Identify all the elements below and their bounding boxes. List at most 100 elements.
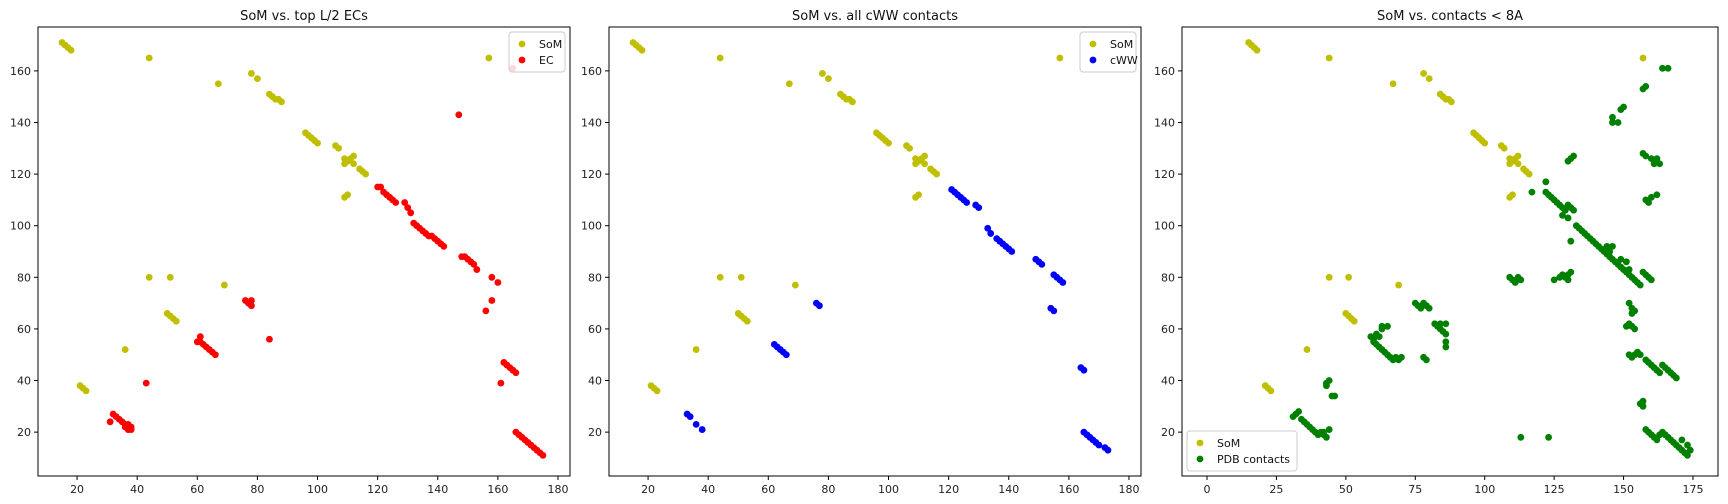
data-point xyxy=(196,333,204,341)
data-point xyxy=(350,152,357,160)
data-point xyxy=(1622,322,1630,330)
x-tick-label: 20 xyxy=(641,483,655,496)
data-point xyxy=(350,160,357,168)
x-tick-label: 120 xyxy=(367,483,388,496)
data-point xyxy=(248,70,255,77)
data-point xyxy=(791,281,799,289)
data-point xyxy=(1545,433,1552,441)
data-point xyxy=(1442,338,1450,346)
data-point xyxy=(214,80,222,88)
data-point xyxy=(172,317,180,325)
data-point xyxy=(404,204,412,212)
data-point xyxy=(1684,441,1691,449)
data-point xyxy=(1570,152,1577,160)
y-tick-label: 80 xyxy=(1161,271,1175,284)
data-point xyxy=(1564,276,1572,284)
data-point xyxy=(1267,387,1275,395)
data-point xyxy=(1080,366,1088,374)
data-point xyxy=(1378,322,1386,330)
data-point xyxy=(933,170,941,178)
legend-marker xyxy=(518,40,526,48)
legend-label: SoM xyxy=(539,38,562,51)
data-point xyxy=(1303,346,1311,353)
data-point xyxy=(67,46,75,54)
data-point xyxy=(1325,273,1333,281)
y-tick-label: 100 xyxy=(1154,220,1175,233)
data-point xyxy=(211,351,219,359)
data-point xyxy=(1514,152,1522,160)
data-point xyxy=(1511,279,1519,286)
data-point xyxy=(1422,356,1430,364)
y-tick-label: 120 xyxy=(581,168,602,181)
x-tick-label: 80 xyxy=(821,483,835,496)
chart-panel-3: SoM vs. contacts < 8A 0 25 50 75 100 125 150 175… xyxy=(1154,9,1719,496)
data-point xyxy=(488,273,496,281)
legend-label: PDB contacts xyxy=(1217,453,1290,466)
x-tick-label: 75 xyxy=(1408,483,1422,496)
data-point xyxy=(1564,271,1572,279)
data-point xyxy=(1325,377,1333,384)
data-point xyxy=(1561,206,1569,214)
y-tick-label: 120 xyxy=(10,168,31,181)
data-point xyxy=(849,98,856,106)
data-point xyxy=(1481,139,1489,147)
data-point xyxy=(1056,54,1064,62)
data-point xyxy=(963,199,971,206)
data-point xyxy=(1525,170,1533,178)
data-point xyxy=(1625,266,1633,273)
data-point xyxy=(819,70,826,77)
data-point xyxy=(344,191,351,199)
data-point xyxy=(1517,433,1525,441)
data-point xyxy=(377,183,385,191)
data-point xyxy=(1622,258,1630,266)
axes-frame xyxy=(37,26,571,477)
x-tick-label: 120 xyxy=(938,483,959,496)
data-point xyxy=(1447,98,1455,106)
data-point xyxy=(392,199,400,206)
data-point xyxy=(362,170,370,178)
data-point xyxy=(278,98,285,106)
y-tick-label: 80 xyxy=(588,271,602,284)
data-point xyxy=(407,209,415,217)
data-point xyxy=(145,54,153,62)
data-point xyxy=(1425,75,1433,83)
data-point xyxy=(82,387,90,395)
data-point xyxy=(1653,155,1661,163)
data-point xyxy=(1647,276,1655,284)
data-point xyxy=(638,46,646,54)
legend-marker xyxy=(1196,439,1204,447)
data-point xyxy=(1642,152,1650,160)
data-point xyxy=(1570,206,1577,214)
data-point xyxy=(921,152,928,160)
data-point xyxy=(1389,80,1397,88)
series-2 xyxy=(1289,64,1694,459)
data-point xyxy=(1350,317,1358,325)
data-point xyxy=(121,346,129,353)
data-point xyxy=(401,199,409,206)
x-tick-label: 60 xyxy=(190,483,204,496)
x-tick-label: 175 xyxy=(1683,483,1704,496)
x-tick-label: 100 xyxy=(1474,483,1495,496)
data-point xyxy=(512,369,520,377)
data-point xyxy=(743,317,751,325)
data-point xyxy=(984,224,992,232)
data-point xyxy=(1442,343,1450,351)
data-point xyxy=(1514,160,1522,168)
axes-frame xyxy=(1181,26,1719,477)
legend-label: SoM xyxy=(1110,38,1133,51)
x-tick-label: 140 xyxy=(427,483,448,496)
legend-marker xyxy=(518,56,526,64)
data-point xyxy=(485,54,493,62)
legend-label: SoM xyxy=(1217,437,1240,450)
data-point xyxy=(440,242,448,250)
data-point xyxy=(314,139,321,147)
series-1 xyxy=(629,39,1064,395)
data-point xyxy=(1295,408,1303,415)
legend-marker xyxy=(1089,56,1097,64)
data-point xyxy=(785,80,793,88)
data-point xyxy=(1325,426,1333,433)
data-point xyxy=(782,351,790,359)
chart-title: SoM vs. all cWW contacts xyxy=(792,9,958,24)
x-tick-label: 50 xyxy=(1339,483,1353,496)
x-tick-label: 180 xyxy=(1118,483,1139,496)
